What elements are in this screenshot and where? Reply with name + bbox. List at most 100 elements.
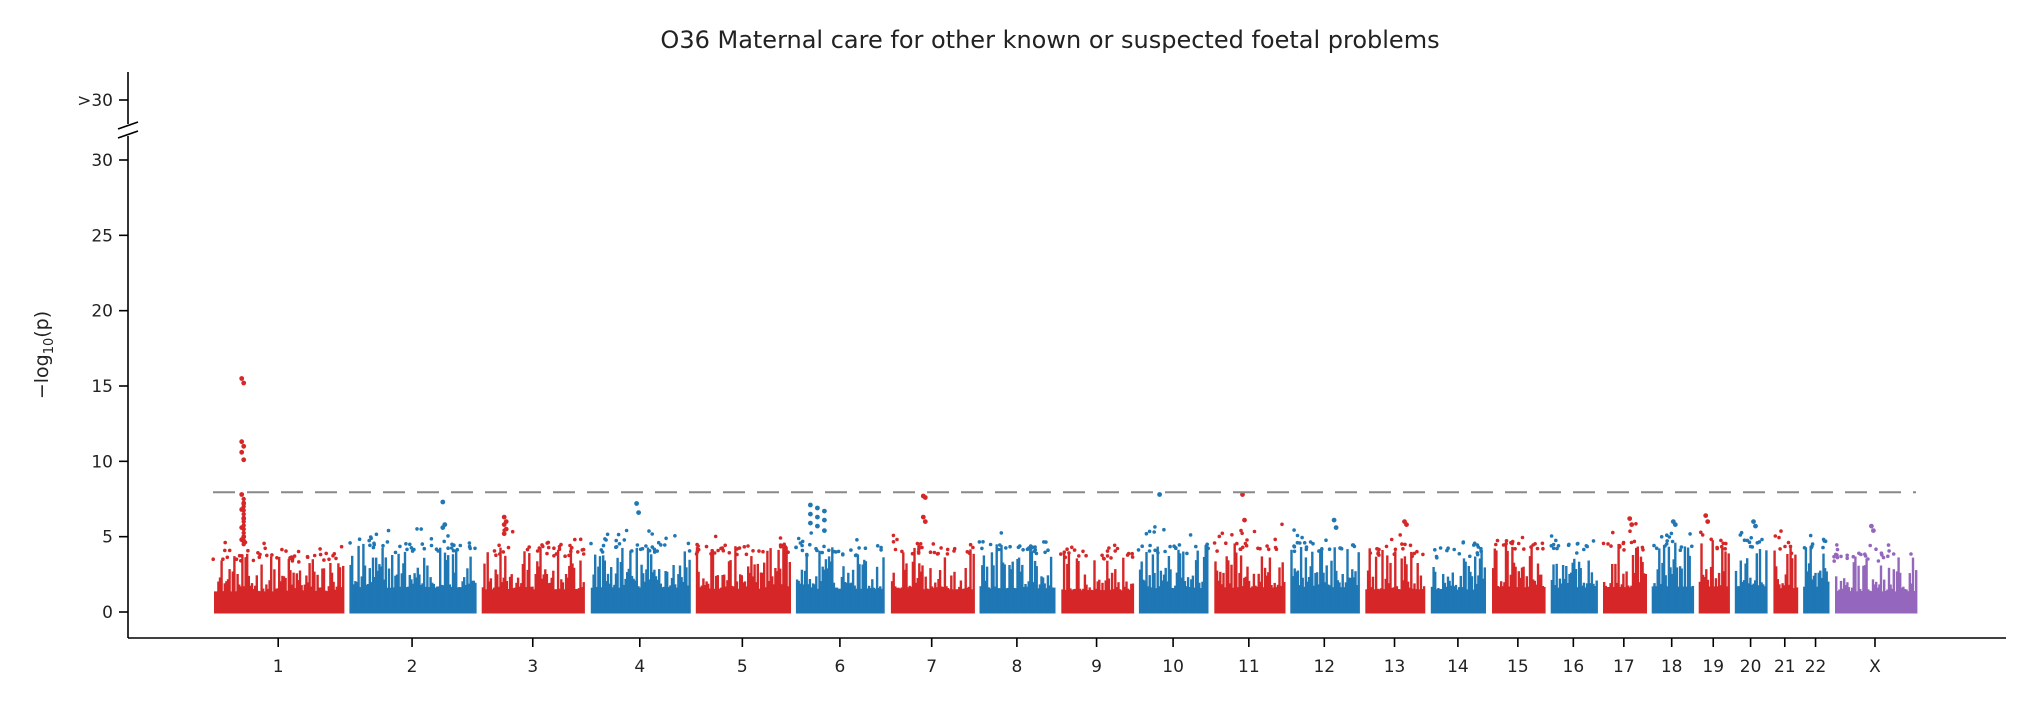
chromosome-band-stroke [1291, 576, 1295, 614]
peak-point-chr1 [239, 449, 245, 455]
peak-point-chr1 [241, 443, 247, 449]
snp-point [1461, 540, 1465, 545]
snp-point [1072, 548, 1077, 552]
chromosome-band-stroke [662, 586, 666, 614]
chromosome-9-points [1059, 543, 1135, 614]
chromosome-band-stroke [427, 587, 431, 614]
chromosome-band-stroke [807, 584, 810, 614]
chromosome-band-stroke [263, 591, 266, 614]
snp-point [557, 544, 562, 549]
snp-point [1412, 551, 1417, 556]
peak-point-chr1 [239, 492, 245, 497]
chromosome-band-stroke [624, 578, 627, 614]
snp-point [805, 552, 809, 557]
snp-point [1241, 545, 1245, 550]
chromosome-band-stroke [1164, 567, 1167, 614]
chromosome-band-stroke [1724, 551, 1727, 614]
chromosome-band-stroke [1365, 589, 1368, 614]
chromosome-band-stroke [1222, 572, 1225, 614]
chromosome-band-stroke [1271, 587, 1275, 614]
chromosome-band-stroke [669, 585, 672, 614]
x-tick-label-chr15: 15 [1507, 657, 1529, 677]
chromosome-band-stroke [1343, 587, 1346, 614]
chromosome-band-stroke [1899, 572, 1902, 614]
chromosome-band-stroke [448, 584, 451, 614]
snp-point [1265, 544, 1269, 548]
chromosome-band-stroke [1025, 586, 1029, 614]
snp-point [251, 558, 256, 563]
chromosome-band-stroke [1346, 549, 1349, 614]
chromosome-band-stroke [1251, 586, 1254, 614]
chromosome-band-stroke [1859, 588, 1862, 614]
snp-point [1130, 551, 1134, 556]
chromosome-band-stroke [1091, 590, 1095, 614]
chromosome-band-stroke [1170, 587, 1174, 614]
chromosome-band-stroke [423, 557, 426, 614]
peak-point-chrX [1869, 523, 1874, 529]
chromosome-band-stroke [1080, 590, 1083, 614]
snp-point [1709, 537, 1713, 542]
chromosome-band-stroke [713, 588, 716, 614]
peak-point-chr17 [1629, 522, 1635, 527]
snp-point [1909, 552, 1913, 556]
chromosome-band-stroke [837, 588, 840, 614]
snp-point [891, 533, 896, 538]
chromosome-band-stroke [930, 586, 934, 614]
chromosome-band-stroke [1803, 586, 1806, 614]
snp-point [458, 543, 463, 548]
chromosome-band-stroke [1066, 563, 1069, 614]
chromosome-band-stroke [370, 582, 373, 614]
chromosome-band-stroke [1682, 586, 1685, 614]
snp-point [1004, 546, 1008, 550]
chromosome-band-stroke [239, 586, 242, 614]
chromosome-band-stroke [1574, 569, 1578, 614]
snp-point [1338, 546, 1343, 550]
snp-point [589, 541, 593, 546]
chromosome-band-stroke [472, 580, 475, 614]
chromosome-band-stroke [981, 565, 984, 614]
chromosome-band-stroke [1911, 557, 1915, 614]
chromosome-band-stroke [1194, 560, 1198, 614]
chromosome-band-stroke [576, 589, 579, 614]
chromosome-band-stroke [1900, 587, 1903, 614]
chromosome-band-stroke [902, 552, 905, 614]
chromosome-band-stroke [908, 585, 911, 614]
chromosome-band-stroke [1672, 559, 1675, 614]
snp-point [322, 558, 326, 562]
snp-point [1851, 554, 1856, 559]
chromosome-band-stroke [1096, 581, 1099, 614]
chromosome-band-stroke [659, 583, 662, 614]
chromosome-band-stroke [528, 553, 531, 614]
snp-point [442, 539, 447, 544]
chromosome-band-stroke [1416, 563, 1419, 614]
chromosome-band-stroke [1088, 587, 1091, 614]
chromosome-band-stroke [1722, 571, 1726, 614]
peak-point-chr4 [636, 510, 641, 515]
chromosome-band-stroke [1110, 572, 1114, 614]
chromosome-band-stroke [1535, 584, 1538, 614]
chromosome-band-stroke [1527, 586, 1530, 614]
chromosome-band-stroke [1281, 562, 1284, 614]
chromosome-band-stroke [268, 580, 271, 614]
snp-point [971, 545, 975, 550]
chromosome-band-stroke [456, 587, 459, 614]
chromosome-band-stroke [300, 585, 303, 614]
chromosome-band-stroke [942, 586, 945, 614]
chromosome-band-stroke [1339, 587, 1343, 614]
chromosome-band-stroke [399, 586, 402, 614]
chromosome-band-stroke [488, 581, 491, 614]
chromosome-band-stroke [1035, 566, 1038, 614]
y-axis-label-suffix: (p) [31, 311, 53, 338]
chromosome-band-stroke [1474, 556, 1477, 614]
chromosome-band-stroke [376, 570, 379, 614]
chromosome-band-stroke [547, 583, 550, 614]
snp-point [712, 551, 717, 555]
snp-point [1749, 536, 1753, 540]
chromosome-band-stroke [1783, 585, 1786, 614]
snp-point [1292, 549, 1297, 554]
y-tick-label: 15 [91, 377, 113, 397]
chromosome-band-stroke [1581, 585, 1584, 614]
snp-point [1748, 544, 1753, 549]
chromosome-band-stroke [529, 586, 533, 614]
chromosome-band-stroke [228, 569, 231, 614]
